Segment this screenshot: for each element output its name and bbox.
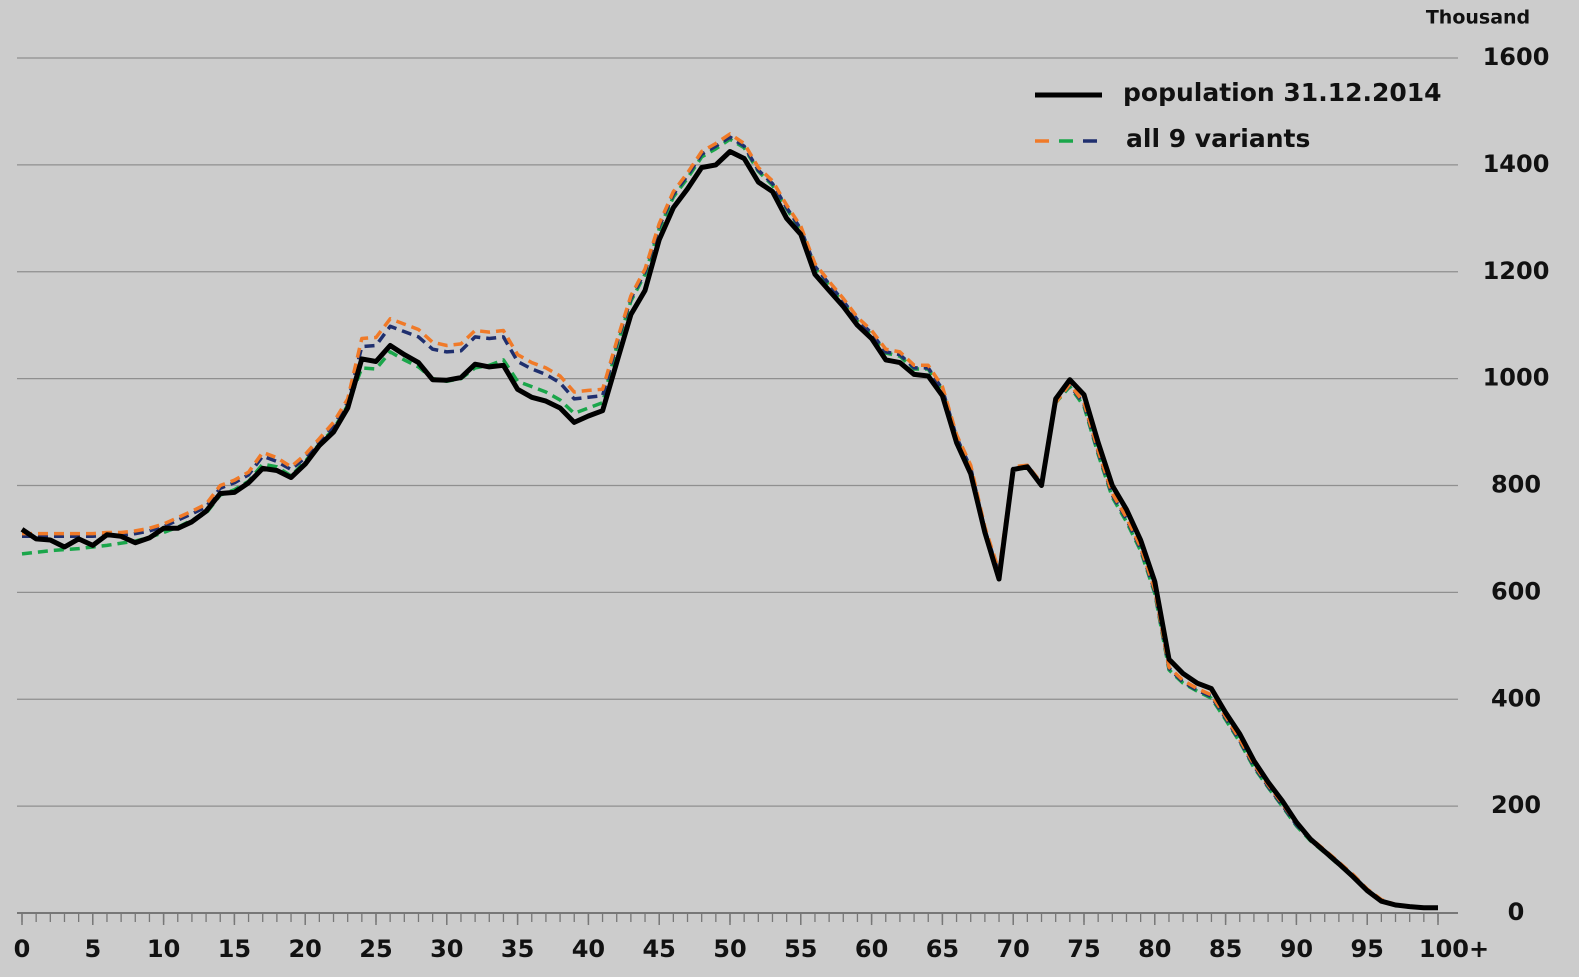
y-tick-label: 400	[1491, 684, 1541, 712]
x-tick-label: 20	[288, 935, 321, 963]
x-tick-label: 65	[926, 935, 959, 963]
x-tick-label: 60	[855, 935, 888, 963]
legend-label: all 9 variants	[1126, 124, 1310, 153]
x-tick-label: 80	[1138, 935, 1171, 963]
x-tick-label: 40	[572, 935, 605, 963]
x-tick-label: 10	[147, 935, 180, 963]
y-tick-label: 0	[1508, 898, 1525, 926]
population-line	[20, 149, 1438, 911]
x-tick-label: 95	[1350, 935, 1383, 963]
x-tick-label: 5	[84, 935, 101, 963]
x-tick-label: 90	[1280, 935, 1313, 963]
variant-line	[22, 132, 1438, 910]
x-tick-label: 55	[784, 935, 817, 963]
x-tick-label: 75	[1067, 935, 1100, 963]
unit-label: Thousand	[1426, 7, 1530, 29]
y-tick-label: 1400	[1483, 150, 1550, 178]
y-tick-label: 1200	[1483, 257, 1550, 285]
y-tick-label: 1600	[1483, 43, 1550, 71]
x-tick-label: 50	[713, 935, 746, 963]
y-tick-label: 1000	[1483, 364, 1550, 392]
x-tick-label: 0	[14, 935, 31, 963]
y-tick-label: 600	[1491, 577, 1541, 605]
y-tick-label: 200	[1491, 791, 1541, 819]
x-tick-label: 25	[359, 935, 392, 963]
y-tick-label: 800	[1491, 471, 1541, 499]
x-tick-label: 45	[642, 935, 675, 963]
x-tick-label: 100+	[1419, 935, 1489, 963]
legend-label: population 31.12.2014	[1123, 78, 1442, 107]
x-tick-label: 15	[218, 935, 251, 963]
x-tick-label: 30	[430, 935, 463, 963]
x-tick-label: 85	[1209, 935, 1242, 963]
x-tick-label: 35	[501, 935, 534, 963]
x-tick-label: 70	[996, 935, 1029, 963]
